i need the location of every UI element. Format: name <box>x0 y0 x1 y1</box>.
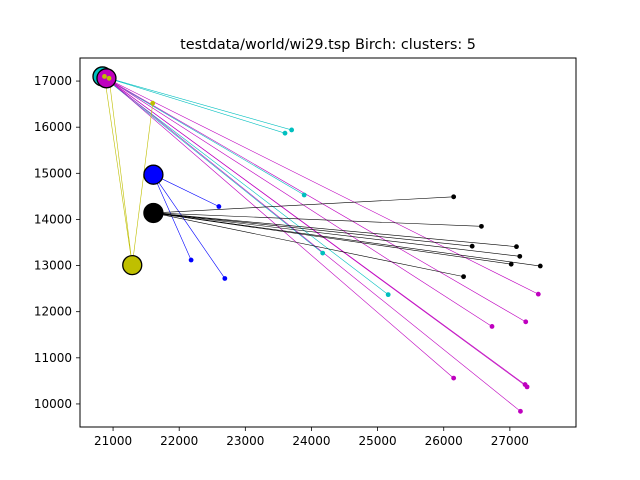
cluster-3-link-1 <box>153 212 482 227</box>
cluster-3-point-6 <box>537 263 543 269</box>
cluster-2-point-2 <box>222 276 228 281</box>
cluster-1-point-6 <box>535 291 541 297</box>
x-tick-label: 26000 <box>425 434 463 448</box>
x-tick-label: 27000 <box>491 434 529 448</box>
cluster-0-link-1 <box>102 76 292 131</box>
cluster-1-link-1 <box>106 78 493 327</box>
x-tick-label: 25000 <box>359 434 397 448</box>
cluster-3-link-3 <box>153 212 517 247</box>
y-tick-label: 15000 <box>34 166 72 180</box>
chart-title: testdata/world/wi29.tsp Birch: clusters:… <box>180 37 476 53</box>
cluster-1-link-5 <box>106 78 526 323</box>
cluster-3-link-4 <box>153 212 520 257</box>
cluster-3-link-0 <box>153 196 454 214</box>
cluster-0-link-0 <box>102 76 286 134</box>
cluster-3-link-7 <box>153 212 464 277</box>
cluster-0 <box>102 76 389 295</box>
y-tick-label: 12000 <box>34 305 72 319</box>
y-tick-label: 14000 <box>34 212 72 226</box>
cluster-1-point-2 <box>518 408 523 414</box>
cluster-3-point-5 <box>508 261 514 267</box>
cluster-4 <box>104 76 154 266</box>
y-tick-label: 10000 <box>34 397 72 411</box>
cluster-4-point-2 <box>106 75 112 81</box>
cluster-0-point-3 <box>320 250 326 256</box>
cluster-4-point-1 <box>102 74 107 79</box>
cluster-3-link-6 <box>153 212 541 267</box>
cluster-3-point-1 <box>479 223 484 229</box>
cluster-2-point-1 <box>216 204 222 209</box>
cluster-4-link-0 <box>131 103 154 266</box>
cluster-0-point-2 <box>301 192 307 198</box>
x-axis: 21000 22000 23000 24000 25000 26000 27000 <box>94 427 529 448</box>
cluster-2 <box>153 174 226 279</box>
cluster-4-point-0 <box>150 100 156 106</box>
cluster-3-point-7 <box>461 274 466 280</box>
cluster-2-point-0 <box>188 257 194 263</box>
cluster-2-link-2 <box>153 174 226 279</box>
cluster-1-link-6 <box>106 78 539 295</box>
cluster-3-point-0 <box>451 194 457 200</box>
cluster-1-center <box>96 68 117 89</box>
cluster-1-point-4 <box>524 384 530 390</box>
cluster-2-link-0 <box>153 174 192 261</box>
y-tick-label: 16000 <box>34 120 72 134</box>
axes-frame <box>79 57 577 428</box>
plot-area <box>92 66 543 414</box>
cluster-3-center <box>143 202 164 224</box>
x-tick-label: 23000 <box>226 434 264 448</box>
cluster-0-point-4 <box>385 292 391 298</box>
cluster-4-link-1 <box>104 76 133 266</box>
y-tick-label: 17000 <box>34 74 72 88</box>
cluster-3-link-5 <box>153 212 512 265</box>
cluster-0-link-2 <box>102 76 305 196</box>
cluster-2-link-1 <box>153 174 220 207</box>
cluster-3-point-3 <box>514 244 519 250</box>
cluster-1-link-2 <box>106 78 521 412</box>
y-tick-label: 13000 <box>34 259 72 273</box>
cluster-0-point-0 <box>282 130 288 136</box>
cluster-3-link-2 <box>153 212 473 247</box>
cluster-3-point-4 <box>517 253 523 259</box>
cluster-0-point-1 <box>289 127 295 133</box>
cluster-4-center <box>122 254 143 276</box>
x-tick-label: 22000 <box>160 434 198 448</box>
cluster-3-point-2 <box>469 243 475 249</box>
cluster-3 <box>153 196 541 277</box>
cluster-1-point-5 <box>523 319 529 325</box>
y-axis: 10000 11000 12000 13000 14000 15000 16000 17000 <box>34 74 80 411</box>
x-tick-label: 24000 <box>292 434 330 448</box>
cluster-4-link-2 <box>108 78 133 266</box>
y-tick-label: 11000 <box>34 351 72 365</box>
cluster-2-center <box>143 164 164 185</box>
x-tick-label: 21000 <box>94 434 132 448</box>
cluster-1-point-0 <box>451 375 457 381</box>
cluster-0-link-4 <box>102 76 389 295</box>
cluster-1-point-1 <box>489 324 495 329</box>
cluster-0-link-3 <box>102 76 323 254</box>
